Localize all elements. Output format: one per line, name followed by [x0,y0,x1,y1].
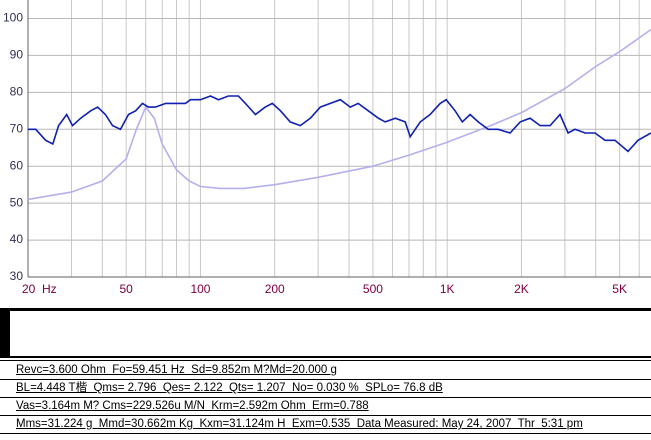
parameter-panel: Revc=3.600 Ohm Fo=59.451 Hz Sd=9.852m M?… [0,362,651,434]
y-tick-label: 30 [10,269,24,283]
x-tick-label: 500 [363,282,383,296]
y-tick-label: 70 [10,121,24,135]
chart: 30 40 50 60 70 80 90 100 20 Hz 50 100 200 500 1K 2K 5K [0,0,651,361]
y-tick-label: 80 [10,85,24,99]
y-tick-label: 60 [10,158,24,172]
x-tick-label: 2K [514,282,529,296]
separator [0,360,651,361]
x-tick-label: 100 [190,282,210,296]
separator [0,356,651,358]
series-line [28,95,651,153]
parameter-line: Revc=3.600 Ohm Fo=59.451 Hz Sd=9.852m M?… [0,362,651,380]
separator [0,308,651,311]
y-tick-label: 90 [10,48,24,62]
panel-edge [0,310,10,356]
x-tick-label: 200 [265,282,285,296]
y-tick-label: 40 [10,232,24,246]
parameter-line: Vas=3.164m M? Cms=229.526u M/N Krm=2.592… [0,398,651,416]
y-tick-label: 50 [10,195,24,209]
x-tick-label: 50 [120,282,134,296]
x-tick-label: 1K [440,282,455,296]
x-tick-label: 5K [612,282,627,296]
parameter-line: Mms=31.224 g Mmd=30.662m Kg Kxm=31.124m … [0,416,651,434]
y-tick-label: 100 [3,11,23,25]
series-line [27,28,651,201]
x-tick-label: 20 Hz [22,282,57,296]
parameter-line: BL=4.448 T楷 Qms= 2.796 Qes= 2.122 Qts= 1… [0,380,651,398]
